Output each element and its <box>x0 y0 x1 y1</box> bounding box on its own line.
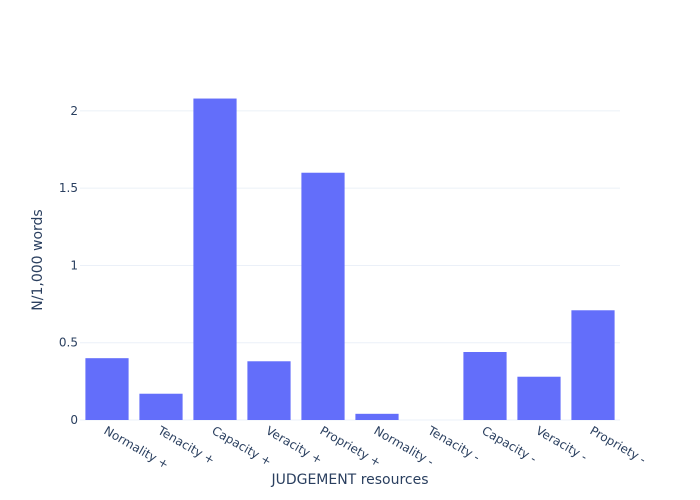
x-axis-title: JUDGEMENT resources <box>270 472 428 488</box>
x-tick-label: Veracity + <box>264 423 325 466</box>
y-tick-label: 0 <box>70 413 78 427</box>
x-tick-label: Capacity + <box>210 423 274 468</box>
bar-3[interactable] <box>247 361 291 420</box>
bar-8[interactable] <box>517 376 561 420</box>
bar-7[interactable] <box>463 352 507 420</box>
bar-2[interactable] <box>193 98 237 420</box>
y-axis-title: N/1,000 words <box>30 209 46 310</box>
bar-4[interactable] <box>301 172 345 420</box>
bar-1[interactable] <box>139 393 183 420</box>
y-tick-labels: 0 0.5 1 1.5 2 <box>59 104 78 427</box>
x-tick-label: Normality - <box>372 423 437 468</box>
x-tick-label: Capacity - <box>480 423 539 465</box>
bar-9[interactable] <box>571 310 615 420</box>
y-tick-label: 2 <box>70 104 78 118</box>
bar-0[interactable] <box>85 358 129 420</box>
y-tick-label: 1 <box>70 258 78 272</box>
y-tick-label: 0.5 <box>59 336 78 350</box>
y-tick-label: 1.5 <box>59 181 78 195</box>
bar-5[interactable] <box>355 413 399 420</box>
x-tick-label: Veracity - <box>534 423 590 464</box>
x-tick-label: Propriety - <box>588 423 649 466</box>
x-tick-labels: Normality +Tenacity +Capacity +Veracity … <box>102 423 649 472</box>
bars <box>85 98 615 420</box>
grid-lines <box>80 110 620 421</box>
